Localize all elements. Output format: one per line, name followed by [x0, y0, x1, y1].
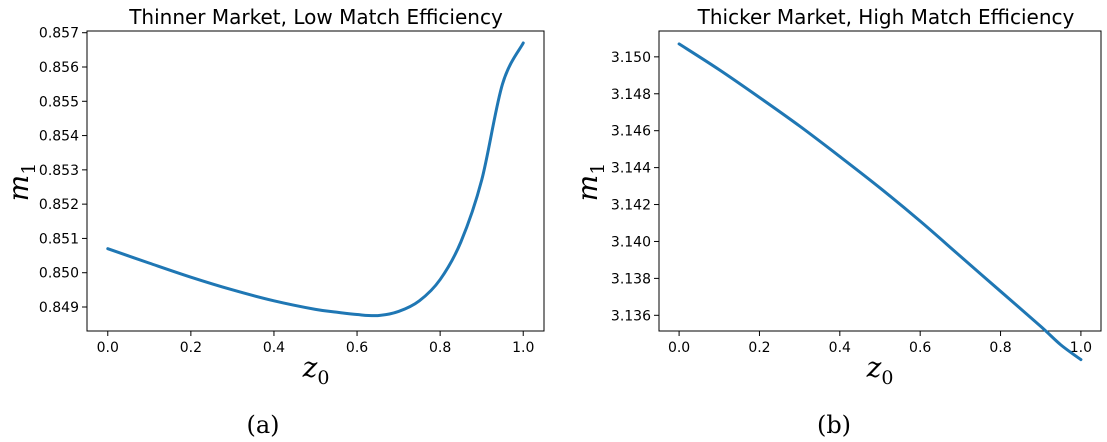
panel-caption: (a)	[246, 411, 279, 439]
chart-panel-a: Thinner Market, Low Match Efficiency 0.0…	[2, 5, 545, 439]
y-tick-label: 0.856	[39, 60, 79, 76]
y-axis-label: m1	[2, 163, 40, 202]
x-tick-label: 0.6	[909, 340, 931, 356]
plot-frame	[658, 30, 1102, 332]
x-tick-label: 1.0	[512, 340, 534, 356]
y-tick-label: 0.852	[39, 197, 79, 213]
x-axis-label: z0	[302, 351, 330, 389]
x-tick-label: 1.0	[1070, 340, 1092, 356]
y-tick-label: 3.142	[611, 198, 651, 214]
x-tick-label: 0.6	[346, 340, 368, 356]
y-tick-label: 3.136	[611, 308, 651, 324]
x-axis-label: z0	[866, 351, 894, 389]
chart-title: Thicker Market, High Match Efficiency	[697, 5, 1075, 29]
x-tick-label: 0.2	[748, 340, 770, 356]
chart-panel-b: Thicker Market, High Match Efficiency 0.…	[571, 5, 1102, 439]
y-tick-label: 3.144	[611, 161, 651, 177]
series-line	[677, 42, 1083, 362]
x-tick-label: 0.0	[668, 340, 690, 356]
x-tick-label: 0.0	[97, 340, 119, 356]
chart-title: Thinner Market, Low Match Efficiency	[128, 5, 503, 29]
y-tick-label: 0.857	[39, 26, 79, 42]
x-tick-label: 0.4	[829, 340, 851, 356]
y-tick-label: 0.851	[39, 231, 79, 247]
y-axis-label: m1	[571, 163, 609, 202]
y-tick-label: 0.854	[39, 129, 79, 145]
x-tick-label: 0.8	[989, 340, 1011, 356]
axis-ticks: 0.0 0.2 0.4 0.6 0.8 1.0 0.849 0.850 0.851 0.852 0.…	[39, 26, 534, 356]
x-tick-label: 0.4	[263, 340, 285, 356]
y-tick-label: 3.140	[611, 234, 651, 250]
y-tick-label: 3.150	[611, 50, 651, 66]
x-tick-label: 0.8	[429, 340, 451, 356]
series-line	[106, 41, 525, 318]
panel-caption: (b)	[817, 411, 851, 439]
y-tick-label: 0.850	[39, 266, 79, 282]
y-tick-label: 0.853	[39, 163, 79, 179]
plot-frame	[86, 30, 545, 332]
y-tick-label: 3.148	[611, 87, 651, 103]
axis-ticks: 0.0 0.2 0.4 0.6 0.8 1.0 3.136 3.138 3.140 3.142 3.…	[611, 50, 1092, 356]
y-tick-label: 3.146	[611, 124, 651, 140]
y-tick-label: 0.855	[39, 94, 79, 110]
y-tick-label: 3.138	[611, 271, 651, 287]
x-tick-label: 0.2	[180, 340, 202, 356]
y-tick-label: 0.849	[39, 300, 79, 316]
